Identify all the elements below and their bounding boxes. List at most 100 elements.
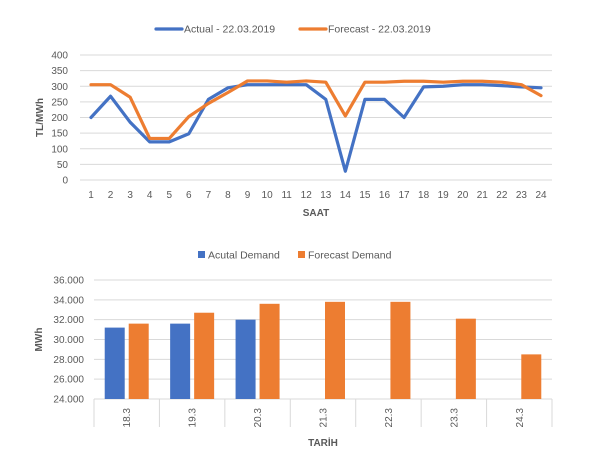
y-tick-label: 28.000 [53, 355, 84, 366]
data-point [520, 83, 523, 86]
bar-forecast [128, 323, 149, 399]
x-axis-title: TARİH [308, 436, 338, 449]
data-point [305, 83, 308, 86]
y-tick-label: 30.000 [53, 335, 84, 346]
series-line-actual [89, 83, 543, 173]
bar-forecast [325, 301, 345, 399]
data-point [461, 80, 464, 83]
x-tick-label: 11 [281, 190, 292, 201]
data-point [285, 83, 288, 86]
data-point [442, 85, 444, 88]
x-tick-label: 6 [186, 190, 192, 201]
y-tick-label: 300 [51, 82, 68, 93]
bar-forecast [390, 301, 411, 399]
x-tick-label: 4 [147, 190, 153, 201]
x-tick-label: 10 [262, 190, 274, 201]
x-tick-label: 24.3 [515, 408, 526, 428]
x-tick-label: 8 [225, 190, 231, 201]
legend-label: Forecast Demand [308, 250, 392, 262]
data-point [266, 83, 268, 86]
x-tick-label: 14 [340, 190, 352, 201]
y-tick-label: 200 [51, 113, 68, 124]
legend-label: Acutal Demand [208, 250, 280, 262]
x-tick-label: 23.3 [449, 408, 460, 428]
x-tick-label: 17 [398, 190, 410, 201]
data-point [403, 116, 405, 119]
data-point [227, 87, 229, 89]
legend-swatch [298, 251, 305, 258]
data-point [383, 98, 386, 101]
data-point [324, 81, 327, 83]
y-axis-title: TL/MWh [35, 98, 46, 137]
data-point [188, 132, 190, 135]
x-tick-label: 5 [166, 190, 172, 201]
data-point [364, 98, 366, 101]
bar-actual [235, 319, 256, 399]
x-tick-label: 20 [457, 190, 469, 201]
data-point [168, 141, 171, 143]
data-point [501, 84, 503, 87]
data-point [540, 87, 542, 89]
data-point [188, 115, 190, 118]
series-line-forecast [89, 79, 543, 141]
y-tick-label: 150 [51, 129, 68, 140]
data-point [501, 81, 503, 83]
data-point [403, 80, 405, 83]
x-axis-title: SAAT [303, 208, 329, 219]
data-point [207, 98, 210, 101]
data-point [383, 81, 386, 83]
data-point [148, 141, 151, 143]
y-tick-label: 36.000 [53, 276, 84, 287]
y-tick-label: 100 [51, 144, 68, 155]
x-tick-label: 18.3 [122, 408, 133, 428]
data-point [246, 83, 249, 86]
data-point [461, 83, 464, 86]
bar-forecast [455, 318, 476, 399]
data-point [344, 170, 347, 173]
data-point [540, 94, 542, 97]
data-point [481, 80, 484, 83]
y-tick-label: 24.000 [53, 395, 84, 406]
bar-forecast [259, 303, 280, 399]
data-point [129, 96, 131, 98]
bar-actual [104, 327, 125, 399]
bar-forecast [194, 312, 215, 399]
x-tick-label: 1 [88, 190, 94, 201]
y-tick-label: 50 [57, 160, 69, 171]
data-point [207, 102, 210, 105]
y-tick-label: 400 [51, 51, 68, 62]
x-tick-label: 9 [245, 190, 251, 201]
x-tick-label: 13 [320, 190, 332, 201]
bar-chart: 24.000 26.000 28.000 30.000 32.000 34.000 36.0… [34, 250, 553, 449]
legend-label: Forecast - 22.03.2019 [328, 24, 431, 36]
x-tick-label: 19.3 [188, 408, 199, 428]
data-point [148, 137, 151, 140]
x-tick-label: 7 [206, 190, 212, 201]
x-tick-label: 12 [301, 190, 313, 201]
y-axis-title: MWh [34, 328, 45, 352]
legend-swatch [198, 251, 205, 258]
y-tick-label: 350 [51, 66, 68, 77]
y-tick-label: 0 [62, 176, 68, 187]
y-tick-label: 26.000 [53, 375, 84, 386]
y-tick-label: 34.000 [53, 295, 84, 306]
data-point [109, 83, 112, 86]
data-point [266, 80, 268, 82]
data-point [227, 91, 229, 94]
x-tick-label: 22.3 [384, 408, 395, 428]
x-tick-label: 24 [535, 190, 547, 201]
bar-forecast [521, 354, 542, 399]
data-point [305, 80, 308, 82]
x-tick-label: 21 [477, 190, 489, 201]
data-point [344, 115, 347, 117]
legend-label: Actual - 22.03.2019 [184, 24, 275, 36]
data-point [129, 121, 131, 123]
data-point [422, 86, 425, 88]
data-point [364, 81, 366, 83]
data-point [109, 95, 112, 98]
data-point [442, 81, 444, 83]
x-tick-label: 3 [127, 190, 133, 201]
data-point [285, 81, 288, 83]
